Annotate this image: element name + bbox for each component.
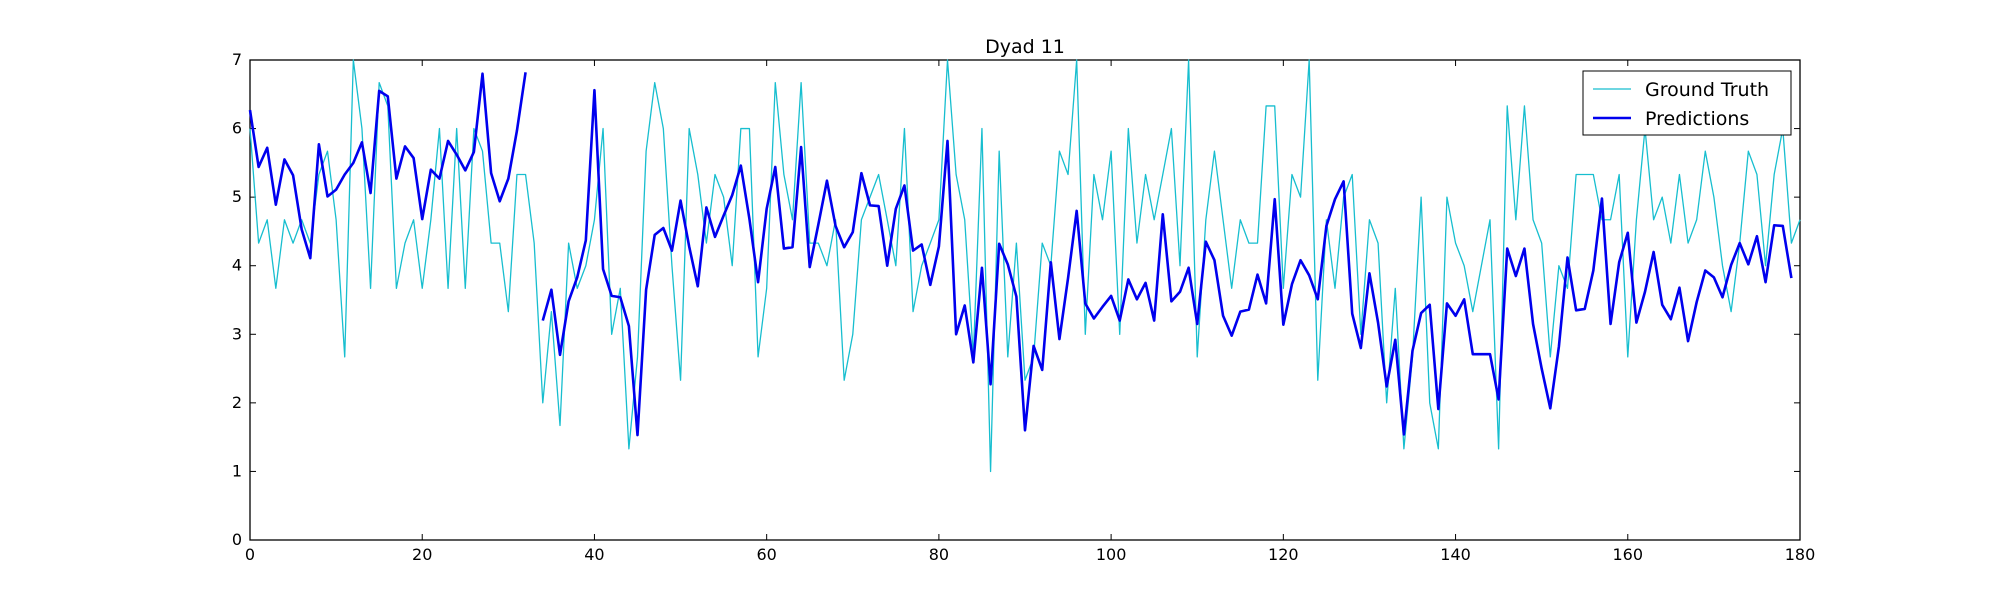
series-layer: [248, 59, 1801, 473]
series-line-predictions: [541, 88, 1793, 437]
x-tick-label: 120: [1268, 545, 1299, 564]
y-tick-label: 4: [232, 256, 242, 275]
x-tick-label: 100: [1096, 545, 1127, 564]
x-tick-label: 180: [1785, 545, 1816, 564]
y-tick-label: 3: [232, 324, 242, 343]
y-tick-label: 0: [232, 530, 242, 549]
y-tick-label: 5: [232, 187, 242, 206]
y-axis: 0 1 2 3 4 5 6 7: [232, 50, 1800, 549]
x-tick-label: 40: [584, 545, 604, 564]
chart-title: Dyad 11: [985, 36, 1065, 58]
x-tick-label: 80: [929, 545, 949, 564]
series-line-predictions: [248, 72, 527, 260]
x-tick-label: 160: [1613, 545, 1644, 564]
x-tick-label: 20: [412, 545, 432, 564]
legend: Ground Truth Predictions: [1582, 70, 1792, 136]
y-tick-label: 7: [232, 50, 242, 69]
x-tick-label: 60: [756, 545, 776, 564]
y-tick-label: 6: [232, 119, 242, 138]
legend-label-predictions: Predictions: [1645, 108, 1749, 130]
x-axis: 0 20 40 60 80 100 120 140 160 180: [245, 60, 1815, 564]
y-tick-label: 2: [232, 393, 242, 412]
y-tick-label: 1: [232, 461, 242, 480]
plot-frame: [249, 59, 1801, 541]
series-line-ground-truth: [249, 59, 1801, 473]
legend-label-ground-truth: Ground Truth: [1645, 79, 1769, 101]
legend-box: [1582, 70, 1792, 136]
x-tick-label: 140: [1440, 545, 1471, 564]
x-tick-label: 0: [245, 545, 255, 564]
